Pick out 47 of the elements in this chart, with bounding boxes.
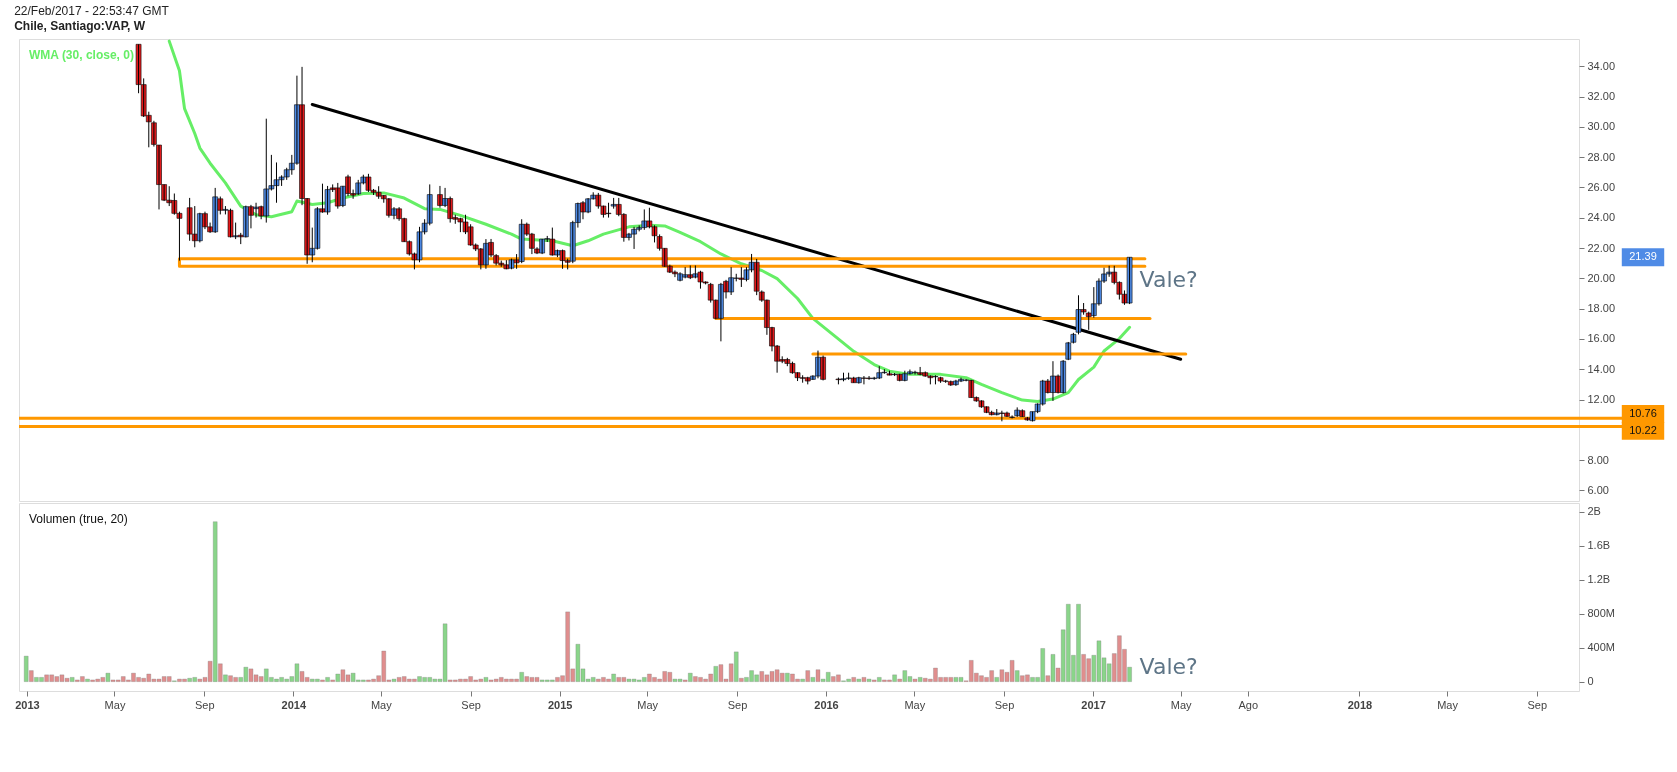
y-tick-label: 8.00 (1587, 453, 1609, 466)
chart-subtitle: 22/Feb/2017 - 22:53:47 GMT (14, 3, 170, 18)
x-tick-label: Sep (727, 698, 748, 711)
y-tick-label: 30.00 (1587, 120, 1616, 133)
y-tick-label: 34.00 (1587, 59, 1616, 72)
x-tick-label: May (1170, 698, 1193, 711)
y-tick-label: 14.00 (1587, 362, 1616, 375)
annotation: Vale? (1139, 267, 1198, 293)
x-tick-label: May (637, 698, 659, 711)
x-tick-label: May (370, 698, 393, 711)
x-tick-label: May (904, 698, 926, 711)
y-tick-label: 0 (1587, 675, 1594, 688)
x-tick-label: 2016 (814, 698, 839, 711)
x-tick-label: 2018 (1347, 698, 1373, 711)
x-tick-label: 2014 (281, 698, 307, 711)
y-tick-label: 800M (1587, 607, 1616, 620)
x-tick-label: May (104, 698, 126, 711)
y-tick-label: 16.00 (1587, 332, 1616, 345)
y-tick-label: 32.00 (1587, 90, 1616, 103)
y-tick-label: 28.00 (1587, 150, 1616, 163)
chart-title: Chile, Santiago:VAP, W (14, 18, 146, 33)
y-tick-label: 1.2B (1587, 573, 1611, 586)
y-tick-label: 26.00 (1587, 180, 1616, 193)
x-tick-label: Sep (994, 698, 1015, 711)
y-tick-label: 1.6B (1587, 539, 1611, 552)
x-tick-label: 2017 (1081, 698, 1106, 711)
x-tick-label: 2013 (15, 698, 40, 711)
x-tick-label: May (1437, 698, 1459, 711)
y-tick-label: 22.00 (1587, 241, 1616, 254)
text: Volumen (true, 20) (29, 512, 128, 526)
x-tick-label: Sep (1527, 698, 1548, 711)
text: WMA (30, close, 0) (29, 48, 134, 62)
y-tick-label: 24.00 (1587, 211, 1616, 224)
annotation: Vale? (1139, 654, 1198, 680)
y-tick-label: 18.00 (1587, 302, 1616, 315)
x-tick-label: Sep (194, 698, 215, 711)
y-tick-label: 12.00 (1587, 393, 1616, 406)
y-tick-label: 2B (1587, 505, 1601, 518)
y-tick-label: 20.00 (1587, 271, 1616, 284)
y-tick-label: 6.00 (1587, 483, 1609, 496)
ref-line-label: 10.76 (1629, 406, 1657, 419)
ref-line-label: 10.22 (1629, 423, 1657, 436)
x-tick-label: 2015 (547, 698, 573, 711)
text: 21.39 (1629, 250, 1657, 263)
y-tick-label: 400M (1587, 641, 1616, 654)
x-tick-label: Sep (461, 698, 481, 711)
x-tick-label: Ago (1238, 698, 1259, 711)
